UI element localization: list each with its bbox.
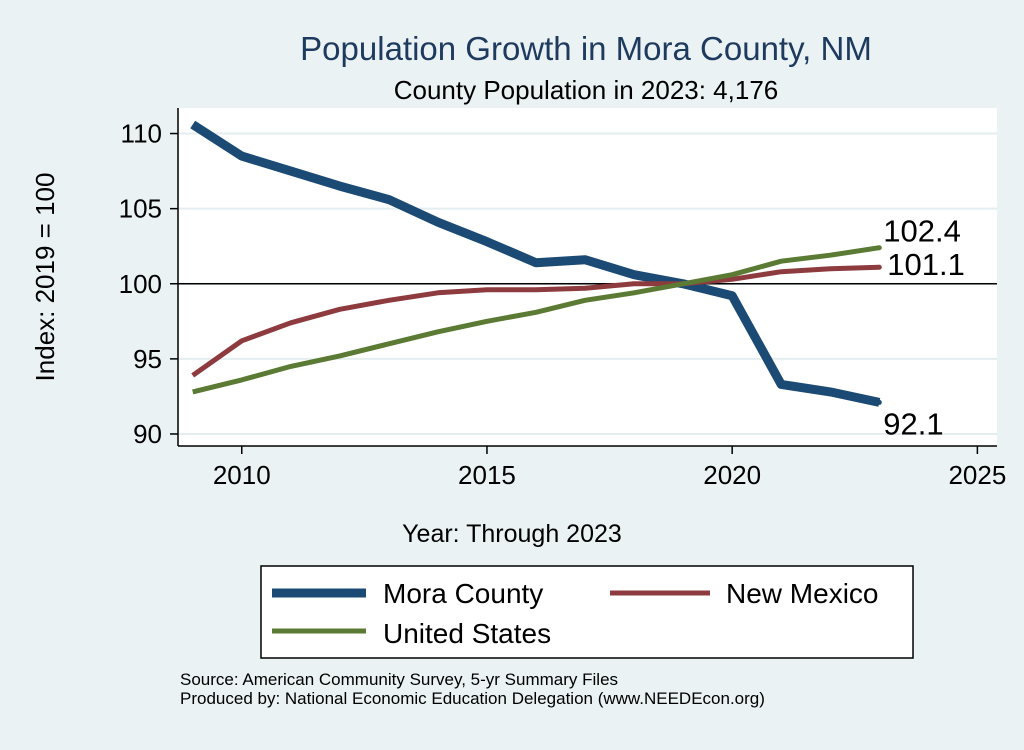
tick-label-x-2025: 2025 xyxy=(948,460,1006,490)
tick-label-y-105: 105 xyxy=(119,194,162,224)
end-label-1: 101.1 xyxy=(887,247,965,282)
series-endpoint-0 xyxy=(876,399,882,405)
end-label-2: 102.4 xyxy=(883,214,961,249)
y-axis-title: Index: 2019 = 100 xyxy=(30,173,60,382)
legend-label-1: New Mexico xyxy=(726,578,878,609)
legend-label-2: United States xyxy=(383,618,551,649)
source-notes: Source: American Community Survey, 5-yr … xyxy=(180,670,765,708)
series-line-2 xyxy=(192,245,880,395)
tick-label-y-95: 95 xyxy=(133,344,162,374)
tick-label-y-110: 110 xyxy=(121,119,162,149)
series-endpoint-1 xyxy=(876,264,882,270)
tick-label-x-2015: 2015 xyxy=(458,460,516,490)
series-endpoint-2 xyxy=(876,245,882,251)
produced-by-text: Produced by: National Economic Education… xyxy=(180,689,765,708)
series-line-1 xyxy=(191,264,880,378)
source-text: Source: American Community Survey, 5-yr … xyxy=(180,670,619,689)
tick-label-x-2010: 2010 xyxy=(213,460,271,490)
tick-label-y-90: 90 xyxy=(133,419,162,449)
x-axis-title: Year: Through 2023 xyxy=(402,520,622,548)
legend-label-0: Mora County xyxy=(383,578,543,609)
plot-area xyxy=(178,108,997,446)
chart-subtitle: County Population in 2023: 4,176 xyxy=(394,75,779,105)
tick-label-x-2020: 2020 xyxy=(703,460,761,490)
chart-title: Population Growth in Mora County, NM xyxy=(300,30,872,67)
end-label-0: 92.1 xyxy=(883,406,943,441)
series-line-0 xyxy=(190,120,881,407)
tick-label-y-100: 100 xyxy=(119,269,162,299)
legend-box xyxy=(260,565,914,659)
